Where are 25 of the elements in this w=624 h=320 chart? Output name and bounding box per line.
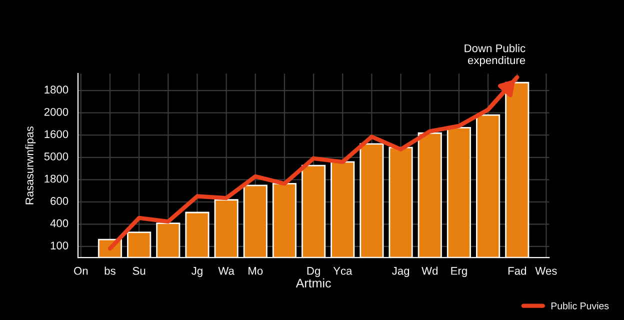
x-tick-label: Wes [535,267,557,275]
x-tick-label: On [74,266,88,275]
x-tick-label: Wa [218,267,234,275]
text: 5000 [44,152,68,160]
text: 1800 [44,86,68,94]
text: 100 [50,242,68,250]
x-axis-title: Artmic [296,278,331,288]
legend-label: Public Puvies [551,302,609,310]
text: 1800 [44,174,68,183]
text: 400 [50,219,68,228]
x-tick-label: bs [104,266,116,275]
x-tick-label: Wd [422,266,438,275]
x-tick-label: Erg [451,267,467,277]
x-tick-label: Jg [192,267,202,277]
x-tick-label: Fad [508,266,526,275]
text: Down Public expenditure [464,44,526,66]
x-tick-label: Su [132,266,146,275]
text: 600 [50,197,68,205]
x-tick-label: Dg [307,267,320,277]
x-tick-label: Yca [333,267,352,275]
text: 1600 [44,130,68,138]
x-tick-label: Jag [392,267,410,277]
y-axis-title: Rasasurwnfipas [25,126,36,204]
x-tick-label: Mo [248,267,263,275]
text: 2000 [44,108,68,116]
